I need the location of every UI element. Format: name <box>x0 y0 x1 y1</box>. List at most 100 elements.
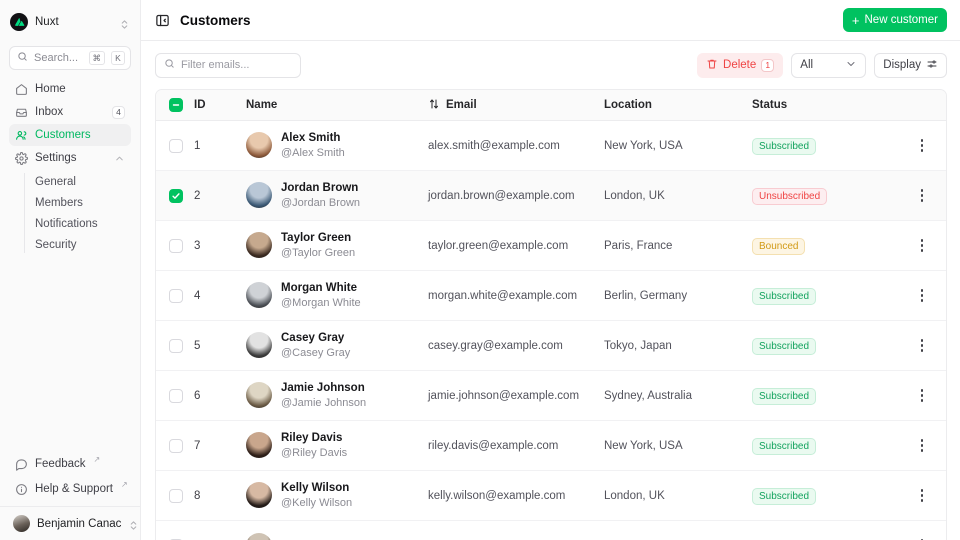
sidebar-item-label: Help & Support <box>35 483 113 495</box>
user-menu[interactable]: Benjamin Canac <box>0 506 140 540</box>
display-label: Display <box>883 59 921 71</box>
row-handle: @Riley Davis <box>281 446 348 459</box>
ellipsis-vertical-icon[interactable] <box>917 235 928 256</box>
row-handle: @Jamie Johnson <box>281 396 367 409</box>
display-button[interactable]: Display <box>874 52 947 78</box>
inbox-icon <box>15 106 28 119</box>
ellipsis-vertical-icon[interactable] <box>917 335 928 356</box>
delete-button[interactable]: Delete 1 <box>697 52 784 78</box>
row-location: London, UK <box>604 189 665 202</box>
avatar <box>246 532 272 540</box>
avatar <box>246 382 272 409</box>
team-switcher[interactable]: Nuxt <box>0 2 140 42</box>
ellipsis-vertical-icon[interactable] <box>917 285 928 306</box>
filter-emails-input[interactable]: Filter emails... <box>155 52 301 78</box>
row-status-cell: Subscribed <box>752 136 900 155</box>
avatar <box>246 132 272 159</box>
column-header-email[interactable]: Email <box>428 98 604 113</box>
sidebar-item-home[interactable]: Home <box>9 78 131 100</box>
row-location: New York, USA <box>604 439 683 452</box>
status-badge: Subscribed <box>752 338 817 355</box>
avatar <box>13 515 30 532</box>
row-name-block: Jordan Brown @Jordan Brown <box>281 181 360 210</box>
chevron-up-down-icon <box>119 17 130 29</box>
row-location: New York, USA <box>604 139 683 152</box>
home-icon <box>15 83 28 96</box>
column-header-location[interactable]: Location <box>604 99 652 111</box>
row-location: Tokyo, Japan <box>604 339 672 352</box>
main-area: Customers + New customer Filter emails..… <box>141 0 960 540</box>
table-row[interactable]: 8 Kelly Wilson @Kelly Wilson kelly.wilson@e… <box>156 471 946 521</box>
status-badge: Subscribed <box>752 438 817 455</box>
row-name-block: Taylor Green @Taylor Green <box>281 231 355 260</box>
row-checkbox[interactable] <box>169 138 183 153</box>
row-select-cell <box>158 188 194 203</box>
row-checkbox[interactable] <box>169 238 183 253</box>
inbox-count-badge: 4 <box>112 105 125 119</box>
table-row[interactable]: 3 Taylor Green @Taylor Green taylor.green@e… <box>156 221 946 271</box>
row-email: riley.davis@example.com <box>428 439 559 452</box>
sidebar-subitem-general[interactable]: General <box>35 175 76 188</box>
row-name-cell: Casey Gray @Casey Gray <box>246 331 428 360</box>
new-customer-button[interactable]: + New customer <box>842 8 947 32</box>
table-row[interactable]: 6 Jamie Johnson @Jamie Johnson jamie.johnso… <box>156 371 946 421</box>
select-all-checkbox[interactable] <box>169 98 183 112</box>
table-row[interactable]: 4 Morgan White @Morgan White morgan.white@e… <box>156 271 946 321</box>
table-row[interactable]: 9 <box>156 521 946 540</box>
row-id: 1 <box>194 139 201 152</box>
status-badge: Subscribed <box>752 138 817 155</box>
table-row[interactable]: 2 Jordan Brown @Jordan Brown jordan.brown@e… <box>156 171 946 221</box>
ellipsis-vertical-icon[interactable] <box>917 535 928 540</box>
ellipsis-vertical-icon[interactable] <box>917 485 928 506</box>
ellipsis-vertical-icon[interactable] <box>917 435 928 456</box>
new-customer-label: New customer <box>864 14 939 26</box>
column-header-id[interactable]: ID <box>194 99 206 111</box>
row-location: Sydney, Australia <box>604 389 693 402</box>
row-checkbox[interactable] <box>169 188 183 203</box>
table-row[interactable]: 7 Riley Davis @Riley Davis riley.davis@exam… <box>156 421 946 471</box>
row-checkbox[interactable] <box>169 338 183 353</box>
search-input[interactable]: Search... ⌘ K <box>9 46 131 70</box>
row-select-cell <box>158 288 194 303</box>
status-filter-select[interactable]: All <box>791 52 867 78</box>
ellipsis-vertical-icon[interactable] <box>917 135 928 156</box>
status-badge: Subscribed <box>752 488 817 505</box>
panel-left-icon[interactable] <box>155 13 170 28</box>
row-checkbox[interactable] <box>169 488 183 503</box>
sliders-icon <box>926 58 938 73</box>
column-header-status[interactable]: Status <box>752 99 788 111</box>
row-checkbox[interactable] <box>169 438 183 453</box>
row-id: 4 <box>194 289 201 302</box>
sidebar-item-feedback[interactable]: Feedback ↗ <box>9 453 131 475</box>
row-id: 3 <box>194 239 201 252</box>
row-id: 2 <box>194 189 201 202</box>
sidebar-subitem-notifications[interactable]: Notifications <box>35 217 98 230</box>
topbar: Customers + New customer <box>141 0 960 41</box>
search-placeholder: Search... <box>34 52 79 64</box>
sidebar-item-settings[interactable]: Settings <box>9 147 131 169</box>
ellipsis-vertical-icon[interactable] <box>917 385 928 406</box>
main-nav: Home Inbox 4 Customers Settings <box>0 78 140 253</box>
row-select-cell <box>158 538 194 540</box>
sidebar-subitem-members[interactable]: Members <box>35 196 83 209</box>
user-name: Benjamin Canac <box>37 517 122 530</box>
avatar <box>246 232 272 259</box>
table-toolbar: Filter emails... Delete 1 All Display <box>141 41 960 89</box>
plus-icon: + <box>851 12 860 28</box>
sidebar-subitem-security[interactable]: Security <box>35 238 77 251</box>
row-email: morgan.white@example.com <box>428 289 578 302</box>
column-header-name[interactable]: Name <box>246 99 278 111</box>
row-checkbox[interactable] <box>169 388 183 403</box>
row-name-block: Alex Smith @Alex Smith <box>281 131 345 160</box>
row-checkbox[interactable] <box>169 288 183 303</box>
table-row[interactable]: 5 Casey Gray @Casey Gray casey.gray@example… <box>156 321 946 371</box>
sidebar-item-help-support[interactable]: Help & Support ↗ <box>9 478 131 500</box>
ellipsis-vertical-icon[interactable] <box>917 185 928 206</box>
table-row[interactable]: 1 Alex Smith @Alex Smith alex.smith@example… <box>156 121 946 171</box>
sidebar-item-inbox[interactable]: Inbox 4 <box>9 101 131 123</box>
sidebar-spacer <box>0 253 140 453</box>
table-body: 1 Alex Smith @Alex Smith alex.smith@example… <box>156 121 946 540</box>
sidebar-item-customers[interactable]: Customers <box>9 124 131 146</box>
row-id: 8 <box>194 489 201 502</box>
